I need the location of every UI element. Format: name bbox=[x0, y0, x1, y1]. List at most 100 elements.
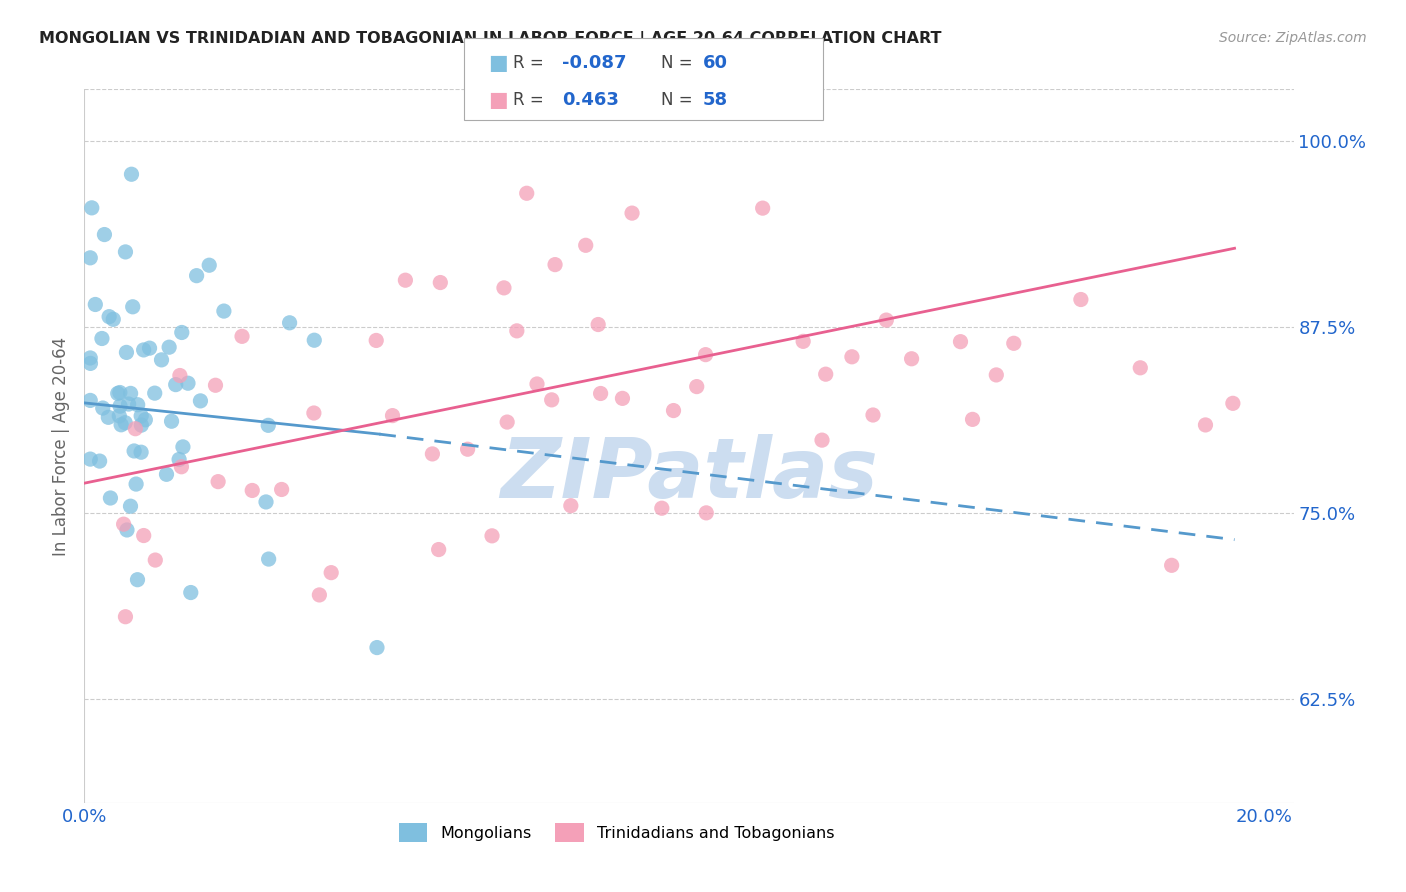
Point bbox=[114, 416, 136, 430]
Point bbox=[134, 413, 156, 427]
Point bbox=[169, 368, 191, 383]
Point bbox=[589, 386, 612, 401]
Point bbox=[506, 324, 529, 338]
Point bbox=[695, 506, 717, 520]
Text: Source: ZipAtlas.com: Source: ZipAtlas.com bbox=[1219, 31, 1367, 45]
Point bbox=[115, 523, 138, 537]
Point bbox=[457, 442, 479, 457]
Point bbox=[492, 281, 515, 295]
Point bbox=[254, 495, 277, 509]
Point bbox=[110, 417, 132, 432]
Point bbox=[114, 244, 136, 259]
Point bbox=[80, 201, 103, 215]
Point bbox=[155, 467, 177, 482]
Point bbox=[686, 379, 709, 393]
Point bbox=[138, 341, 160, 355]
Point bbox=[586, 318, 609, 332]
Point bbox=[143, 386, 166, 401]
Point bbox=[167, 452, 190, 467]
Point bbox=[862, 408, 884, 422]
Point bbox=[122, 444, 145, 458]
Text: 60: 60 bbox=[703, 54, 728, 72]
Point bbox=[120, 499, 142, 513]
Point bbox=[900, 351, 922, 366]
Point bbox=[150, 352, 173, 367]
Point bbox=[177, 376, 200, 391]
Point bbox=[165, 377, 187, 392]
Point bbox=[422, 447, 444, 461]
Point bbox=[814, 367, 837, 381]
Point bbox=[366, 640, 388, 655]
Point bbox=[962, 412, 984, 426]
Point bbox=[695, 348, 717, 362]
Point bbox=[496, 415, 519, 429]
Text: -0.087: -0.087 bbox=[562, 54, 627, 72]
Point bbox=[129, 409, 152, 423]
Point bbox=[127, 398, 149, 412]
Point bbox=[662, 403, 685, 417]
Point bbox=[792, 334, 814, 349]
Point bbox=[79, 393, 101, 408]
Point bbox=[127, 573, 149, 587]
Point bbox=[98, 310, 121, 324]
Point bbox=[240, 483, 263, 498]
Y-axis label: In Labor Force | Age 20-64: In Labor Force | Age 20-64 bbox=[52, 336, 70, 556]
Point bbox=[544, 258, 567, 272]
Point bbox=[278, 316, 301, 330]
Point bbox=[949, 334, 972, 349]
Text: N =: N = bbox=[661, 54, 697, 72]
Text: ZIPatlas: ZIPatlas bbox=[501, 434, 877, 515]
Point bbox=[132, 343, 155, 357]
Point bbox=[112, 517, 135, 532]
Text: R =: R = bbox=[513, 91, 554, 109]
Point bbox=[427, 542, 450, 557]
Point bbox=[986, 368, 1008, 382]
Point bbox=[481, 529, 503, 543]
Point bbox=[540, 392, 562, 407]
Point bbox=[366, 334, 388, 348]
Point bbox=[1160, 558, 1182, 573]
Point bbox=[157, 340, 180, 354]
Point bbox=[186, 268, 208, 283]
Text: 0.463: 0.463 bbox=[562, 91, 619, 109]
Point bbox=[108, 399, 131, 413]
Point bbox=[212, 304, 235, 318]
Point bbox=[125, 477, 148, 491]
Point bbox=[160, 414, 183, 428]
Point bbox=[1070, 293, 1092, 307]
Point bbox=[811, 433, 834, 447]
Point bbox=[651, 501, 673, 516]
Point bbox=[129, 445, 152, 459]
Point bbox=[516, 186, 538, 201]
Text: N =: N = bbox=[661, 91, 697, 109]
Point bbox=[131, 418, 153, 433]
Point bbox=[190, 393, 212, 408]
Point bbox=[381, 409, 404, 423]
Point bbox=[308, 588, 330, 602]
Point bbox=[84, 297, 107, 311]
Point bbox=[143, 553, 166, 567]
Point bbox=[875, 313, 897, 327]
Point bbox=[429, 276, 451, 290]
Point bbox=[1222, 396, 1244, 410]
Point bbox=[841, 350, 863, 364]
Point bbox=[107, 386, 129, 401]
Point bbox=[91, 331, 114, 345]
Point bbox=[321, 566, 343, 580]
Point bbox=[103, 312, 125, 326]
Point bbox=[560, 499, 582, 513]
Point bbox=[575, 238, 598, 252]
Point bbox=[115, 345, 138, 359]
Point bbox=[1194, 417, 1216, 432]
Text: ■: ■ bbox=[488, 54, 508, 73]
Point bbox=[124, 422, 146, 436]
Point bbox=[207, 475, 229, 489]
Point bbox=[270, 483, 292, 497]
Point bbox=[91, 401, 114, 415]
Text: 58: 58 bbox=[703, 91, 728, 109]
Legend: Mongolians, Trinidadians and Tobagonians: Mongolians, Trinidadians and Tobagonians bbox=[392, 817, 841, 848]
Point bbox=[79, 251, 101, 265]
Point bbox=[108, 409, 131, 423]
Point bbox=[114, 609, 136, 624]
Point bbox=[257, 418, 280, 433]
